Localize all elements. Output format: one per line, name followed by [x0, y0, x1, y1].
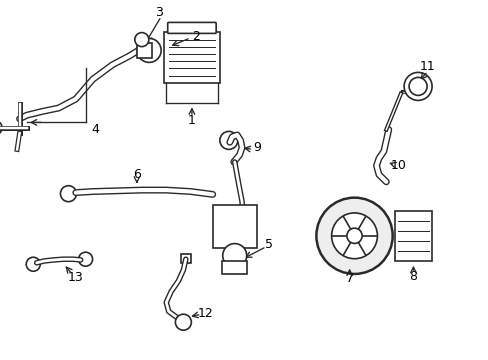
Text: 10: 10: [390, 159, 406, 172]
Circle shape: [408, 77, 426, 95]
Circle shape: [222, 244, 246, 267]
Circle shape: [79, 252, 92, 266]
Text: 7: 7: [345, 272, 353, 285]
Text: 2: 2: [191, 30, 199, 42]
Text: 8: 8: [408, 270, 417, 283]
Text: 5: 5: [264, 238, 272, 251]
Circle shape: [403, 72, 431, 100]
FancyBboxPatch shape: [167, 22, 216, 33]
Circle shape: [175, 314, 191, 330]
Bar: [181, 254, 190, 263]
Circle shape: [61, 186, 76, 202]
Bar: [212, 205, 256, 248]
Circle shape: [0, 121, 2, 135]
Circle shape: [316, 198, 392, 274]
Circle shape: [26, 257, 40, 271]
Text: 11: 11: [419, 60, 435, 73]
Text: 13: 13: [68, 271, 83, 284]
Text: 3: 3: [155, 6, 163, 19]
Bar: [163, 32, 220, 83]
Bar: [394, 211, 431, 261]
Text: 12: 12: [197, 307, 213, 320]
Bar: [137, 43, 151, 58]
Bar: [222, 261, 246, 274]
Circle shape: [220, 131, 237, 149]
Text: 6: 6: [133, 168, 141, 181]
Circle shape: [331, 213, 377, 259]
Circle shape: [135, 33, 148, 46]
Circle shape: [137, 39, 161, 62]
Text: 4: 4: [91, 123, 99, 136]
Text: 9: 9: [252, 141, 260, 154]
Text: 1: 1: [187, 114, 196, 127]
Circle shape: [346, 228, 362, 243]
